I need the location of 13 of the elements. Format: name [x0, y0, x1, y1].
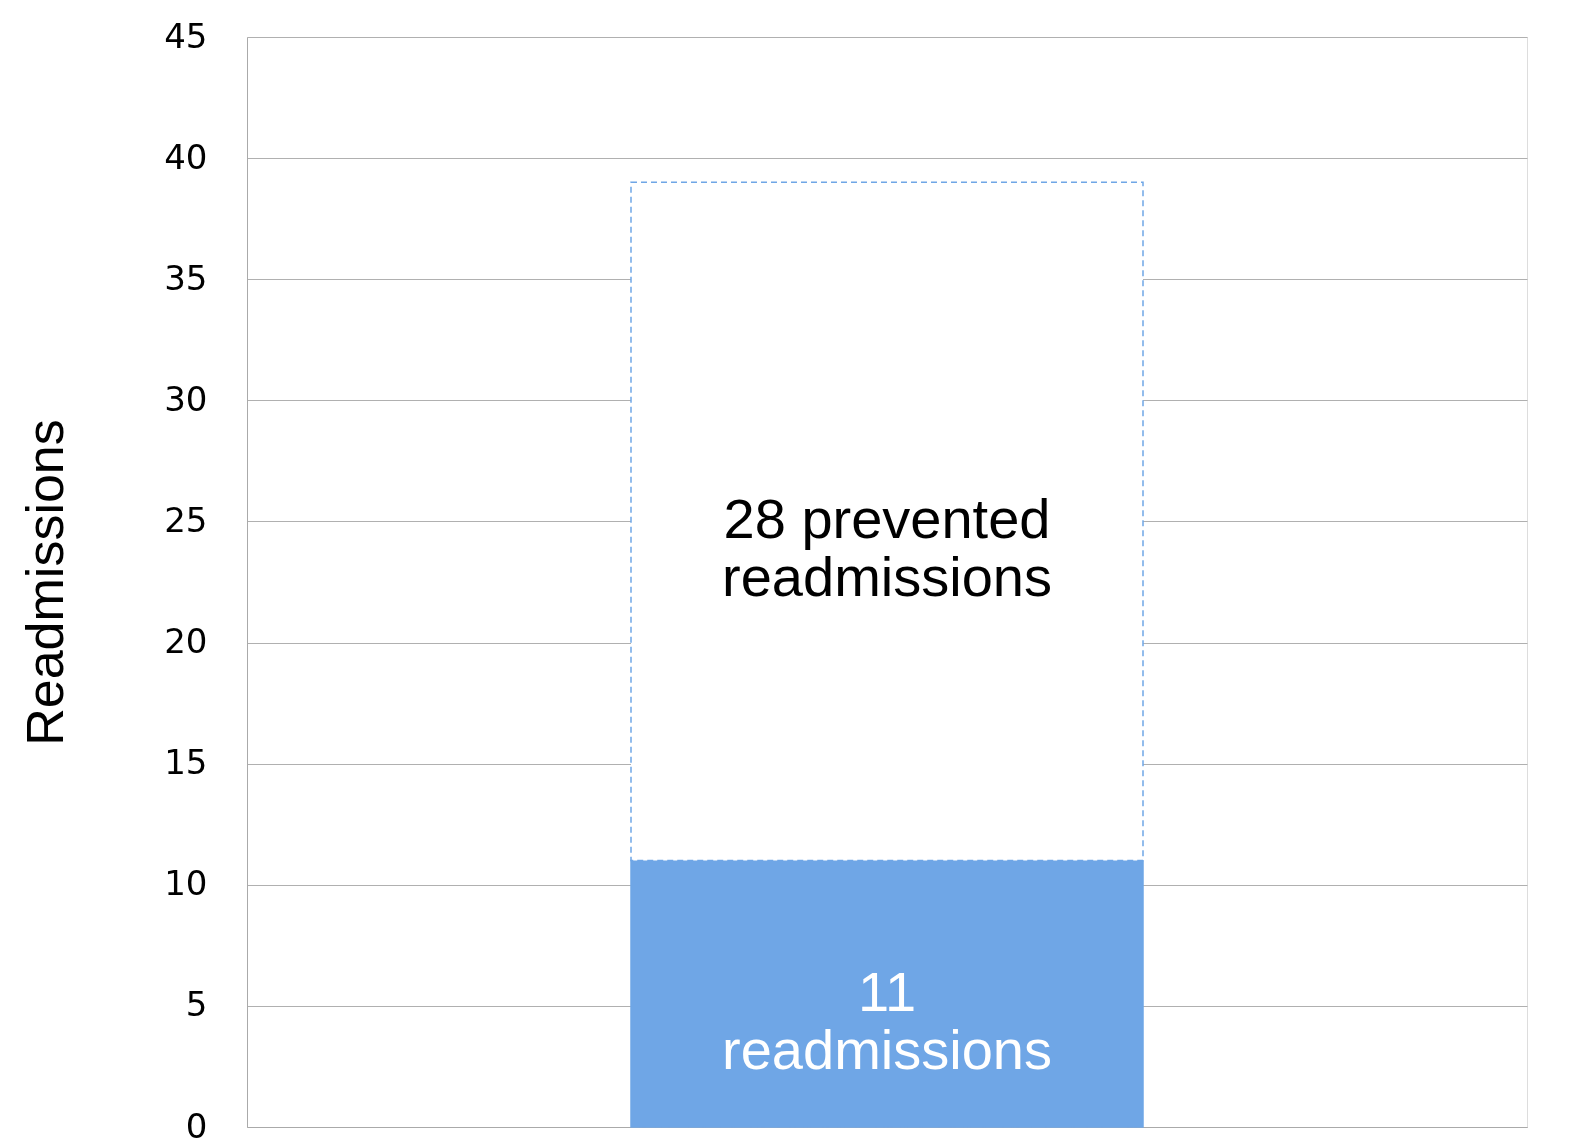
y-tick-label: 20	[164, 621, 208, 662]
data-label: 28 prevented readmissions	[722, 487, 1052, 609]
y-tick-label: 30	[164, 378, 208, 419]
y-tick-label: 0	[185, 1105, 208, 1146]
data-label: 11 readmissions	[722, 959, 1052, 1081]
y-tick-label: 10	[164, 863, 208, 904]
y-tick-label: 25	[164, 499, 208, 540]
y-tick-label: 35	[164, 257, 208, 298]
y-axis-title: Readmissions	[16, 419, 75, 746]
y-tick-label: 40	[164, 136, 208, 177]
y-tick-label: 45	[164, 15, 208, 56]
y-tick-label: 15	[164, 742, 208, 783]
y-tick-label: 5	[185, 984, 208, 1025]
